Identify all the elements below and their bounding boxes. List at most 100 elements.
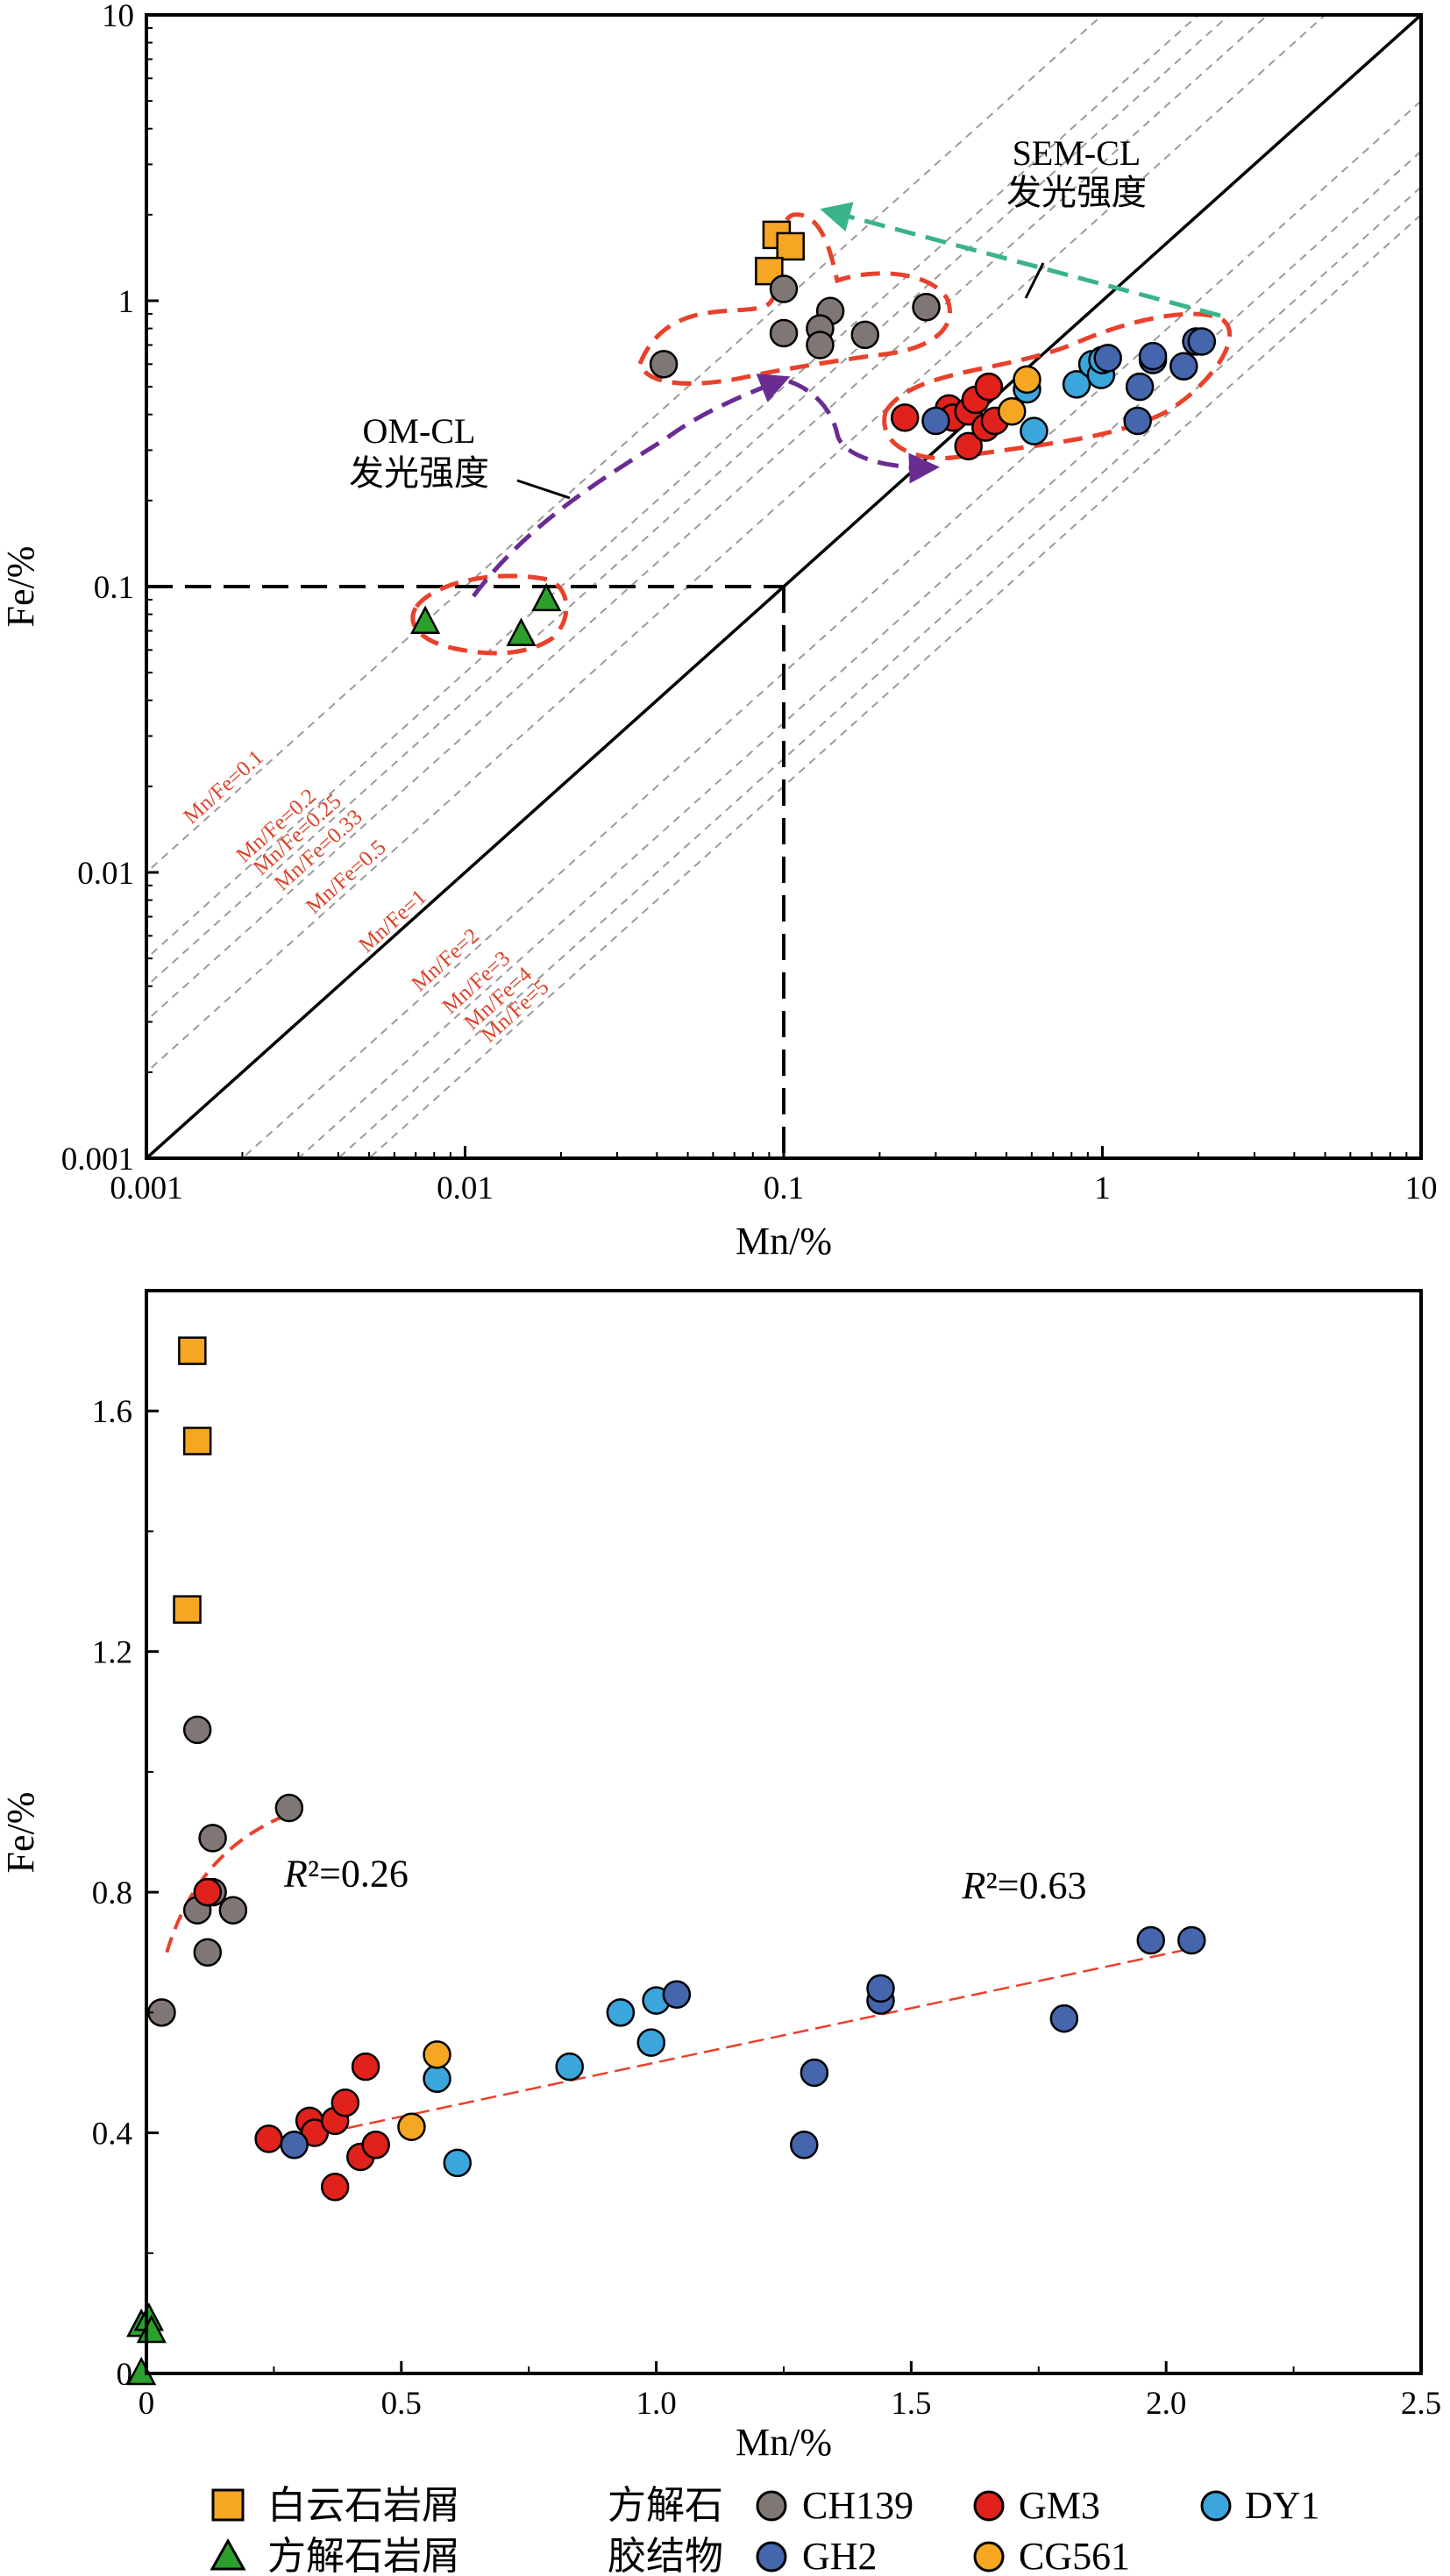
x-tick-label: 0.5	[381, 2386, 422, 2422]
top-y-axis-title: Fe/%	[0, 546, 42, 628]
cg561-point	[1013, 365, 1041, 395]
ch139-point	[912, 293, 941, 322]
bottom-plot-frame	[145, 1289, 1423, 2375]
y-tick-label: 1.2	[92, 1635, 132, 1671]
intensity-arrows	[472, 202, 1221, 598]
series-point	[178, 1336, 207, 1365]
ratio-line-mn-fe-0-2	[146, 15, 1200, 960]
gh2-point	[1169, 352, 1198, 381]
dy1-point	[606, 1998, 636, 2027]
sem-cl-label: SEM-CL 发光强度	[1006, 133, 1147, 212]
bottom-data-points	[126, 1336, 1206, 2386]
gh2-point	[1049, 2003, 1079, 2033]
gm3-point	[254, 2124, 283, 2153]
ratio-line-mn-fe-0-1	[146, 15, 1104, 874]
series-point	[173, 1595, 202, 1624]
legend-label-ch139: CH139	[802, 2484, 913, 2527]
x-tick-label: 0.1	[764, 1171, 804, 1206]
top-x-axis-title: Mn/%	[736, 1220, 832, 1263]
sem-cl-arrow	[820, 202, 1221, 318]
series-point	[531, 582, 562, 612]
trendlines: R²=0.26 R²=0.63	[165, 1812, 1203, 2134]
dy1-point	[423, 2064, 451, 2094]
ch139-point	[274, 1793, 304, 1823]
bottom-axes: 0 0.5 1.0 1.5 2.0 2.5 0 0.4 0.8 1.2 1.6	[92, 1290, 1441, 2422]
legend-item-calcite-debris: 方解石岩屑	[210, 2535, 460, 2576]
bottom-x-axis-title: Mn/%	[736, 2421, 832, 2464]
legend-label-gm3: GM3	[1019, 2484, 1100, 2527]
dy1-point	[555, 2052, 584, 2081]
x-tick-label: 1.5	[891, 2386, 931, 2422]
circle-marker-icon	[973, 2541, 1005, 2572]
top-axes: 0.001 0.01 0.1 1 10 0.001 0.01 0.1 1 10	[61, 0, 1438, 1206]
series-point	[776, 231, 805, 261]
ratio-line-mn-fe-2	[240, 99, 1421, 1158]
gm3-point	[890, 403, 920, 432]
gh2-point	[1125, 372, 1155, 402]
dy1-point	[443, 2148, 473, 2178]
om-cl-leader	[516, 479, 571, 500]
trendline	[324, 1945, 1203, 2134]
y-tick-label: 0.4	[92, 2117, 132, 2153]
circle-marker-icon	[973, 2490, 1005, 2522]
x-tick-label: 0.001	[110, 1171, 182, 1206]
circle-marker-icon	[756, 2541, 787, 2572]
top-data-points	[410, 220, 1217, 646]
y-tick-label: 0.01	[77, 856, 134, 892]
legend-item-ch139: CH139	[756, 2484, 913, 2527]
cg561-point	[397, 2112, 426, 2141]
y-tick-label: 0.001	[61, 1142, 134, 1178]
gm3-point	[361, 2131, 390, 2160]
bottom-y-axis-title: Fe/%	[0, 1792, 42, 1874]
ch139-point	[198, 1824, 227, 1853]
gh2-point	[280, 2131, 309, 2160]
calcite-debris-envelope	[410, 573, 569, 656]
ch139-point	[193, 1938, 223, 1967]
legend-item-cg561: CG561	[973, 2535, 1130, 2576]
ratio-label: Mn/Fe=0.1	[179, 745, 267, 829]
y-tick-label: 0	[117, 2357, 133, 2393]
reference-lines	[146, 585, 785, 1158]
gh2-point	[866, 1974, 895, 2003]
x-tick-label: 2.0	[1146, 2386, 1186, 2422]
sem-cl-label-line1: SEM-CL	[1013, 133, 1141, 173]
trendline	[165, 1812, 290, 1953]
ch139-point	[218, 1896, 248, 1925]
gh2-point	[1136, 1925, 1166, 1955]
gh2-point	[1177, 1925, 1206, 1955]
gm3-point	[320, 2173, 350, 2202]
x-tick-label: 0	[139, 2386, 155, 2422]
gh2-point	[921, 406, 950, 436]
legend-label-dolomite: 白云石岩屑	[267, 2484, 460, 2527]
om-cl-label-line2: 发光强度	[349, 453, 489, 493]
gh2-point	[662, 1980, 692, 2009]
legend-label-calcite-debris: 方解石岩屑	[267, 2535, 460, 2576]
gm3-point	[331, 2089, 360, 2117]
x-tick-label: 0.01	[437, 1171, 494, 1206]
legend-item-gm3: GM3	[973, 2484, 1100, 2527]
y-tick-label: 10	[102, 0, 134, 34]
triangle-marker-icon	[210, 2537, 246, 2571]
x-tick-label: 2.5	[1401, 2386, 1441, 2422]
legend-label-cg561: CG561	[1019, 2535, 1130, 2576]
x-tick-label: 1	[1094, 1171, 1111, 1206]
legend: 白云石岩屑 方解石岩屑 方解石 胶结物 CH139 GM3 DY1 GH2 CG…	[210, 2484, 1320, 2576]
gm3-point	[351, 2052, 380, 2081]
om-cl-arrow-branch	[788, 379, 940, 484]
legend-label-dy1: DY1	[1245, 2484, 1320, 2527]
y-tick-label: 0.8	[92, 1875, 132, 1911]
om-cl-arrow	[472, 374, 791, 598]
gh2-point	[790, 2131, 819, 2160]
legend-item-dy1: DY1	[1200, 2484, 1320, 2527]
dy1-point	[1020, 416, 1048, 445]
sem-cl-label-line2: 发光强度	[1006, 173, 1147, 212]
circle-marker-icon	[756, 2490, 787, 2522]
ratio-label: Mn/Fe=1	[354, 886, 430, 957]
trendline-r2-label: R²=0.63	[962, 1864, 1087, 1907]
linear-scatter-panel: R²=0.26 R²=0.63 0 0.5 1.0 1.5 2.0 2.5 0 0.4 0.8 1.…	[0, 1289, 1441, 2464]
ratio-line-mn-fe-0-33	[146, 15, 1269, 1022]
ch139-point	[182, 1715, 212, 1745]
series-point	[410, 605, 441, 634]
legend-item-gh2: GH2	[756, 2535, 878, 2576]
